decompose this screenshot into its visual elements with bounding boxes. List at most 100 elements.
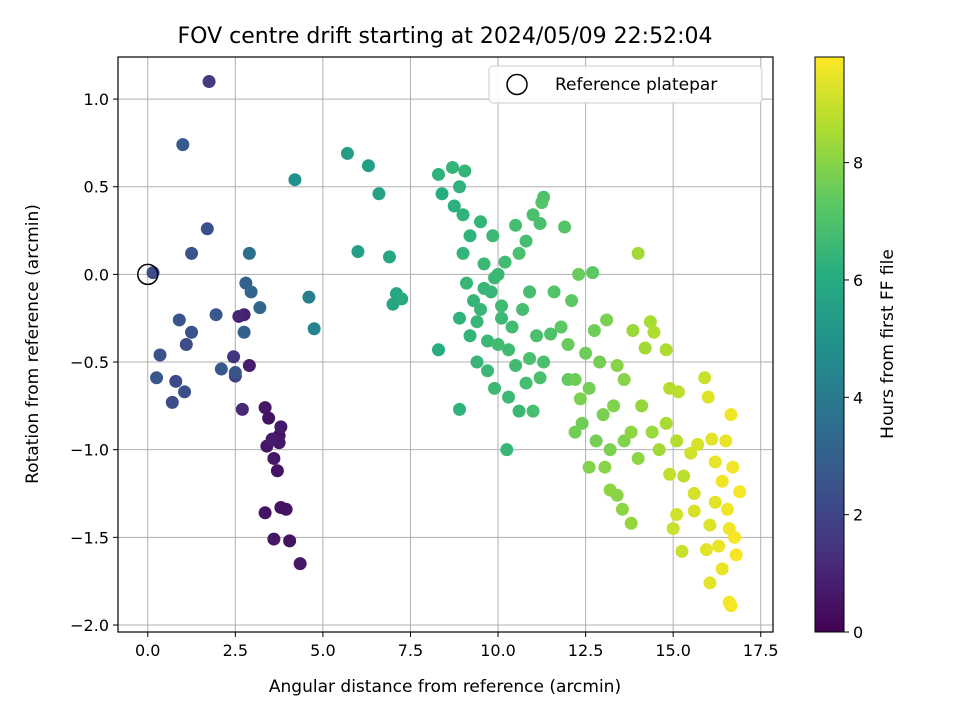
data-point — [431, 343, 445, 357]
data-point — [258, 506, 272, 520]
data-point — [169, 374, 183, 388]
data-point — [453, 311, 467, 325]
data-point — [463, 329, 477, 343]
data-point — [533, 217, 547, 231]
data-point — [715, 474, 729, 488]
data-point — [456, 208, 470, 222]
data-point — [582, 460, 596, 474]
x-tick-label: 5.0 — [310, 641, 335, 660]
data-point — [603, 483, 617, 497]
data-point — [631, 451, 645, 465]
data-point — [687, 504, 701, 518]
y-axis-ticks: −2.0 −1.5 −1.0 −0.5 0.0 0.5 1.0 — [70, 90, 118, 635]
data-point — [460, 276, 474, 290]
data-point — [684, 446, 698, 460]
data-point — [340, 146, 354, 160]
data-point — [474, 215, 488, 229]
data-point — [624, 425, 638, 439]
data-point — [150, 371, 164, 385]
data-point — [481, 364, 495, 378]
data-point — [214, 362, 228, 376]
data-point — [185, 246, 199, 260]
data-point — [600, 313, 614, 327]
data-point — [453, 402, 467, 416]
data-point — [727, 530, 741, 544]
data-point — [687, 487, 701, 501]
data-point — [512, 404, 526, 418]
data-point — [477, 257, 491, 271]
data-point — [663, 467, 677, 481]
data-point — [729, 548, 743, 562]
data-point — [565, 294, 579, 308]
colorbar-tick-label: 8 — [853, 154, 863, 173]
colorbar-tick-label: 6 — [853, 271, 863, 290]
data-point — [615, 502, 629, 516]
data-point — [509, 218, 523, 232]
data-point — [446, 160, 460, 174]
data-point — [456, 246, 470, 260]
colorbar-gradient — [814, 56, 845, 633]
data-point — [165, 395, 179, 409]
reference-platepar-marker — [137, 263, 159, 286]
data-point — [645, 425, 659, 439]
legend: Reference platepar — [488, 65, 763, 104]
data-points — [137, 75, 747, 613]
y-tick-label: −1.5 — [70, 528, 109, 547]
data-point — [719, 434, 733, 448]
data-point — [671, 385, 685, 399]
data-point — [467, 294, 481, 308]
data-point — [598, 460, 612, 474]
data-point — [726, 460, 740, 474]
data-point — [703, 518, 717, 532]
data-point — [486, 229, 500, 243]
data-point — [659, 416, 673, 430]
data-point — [495, 311, 509, 325]
data-point — [270, 464, 284, 478]
data-point — [547, 285, 561, 299]
data-point — [537, 355, 551, 369]
data-point — [235, 402, 249, 416]
data-point — [265, 432, 279, 446]
data-point — [699, 543, 713, 557]
data-point — [200, 222, 214, 236]
data-point — [258, 401, 272, 415]
data-point — [267, 451, 281, 465]
data-point — [624, 516, 638, 530]
data-point — [288, 173, 302, 187]
data-point — [185, 325, 199, 339]
data-point — [179, 338, 193, 351]
data-point — [666, 522, 680, 536]
data-point — [708, 455, 722, 469]
y-tick-label: 0.0 — [84, 265, 109, 284]
data-point — [586, 266, 600, 280]
legend-marker-open-circle — [506, 73, 528, 96]
data-point — [698, 371, 712, 385]
data-point — [589, 434, 603, 448]
data-point — [302, 290, 316, 304]
data-point — [670, 508, 684, 522]
data-point — [561, 338, 575, 351]
y-tick-label: 0.5 — [84, 178, 109, 197]
x-axis-ticks: 0.0 2.5 5.0 7.5 10.0 12.5 15.0 17.5 — [135, 632, 779, 660]
x-axis-label: Angular distance from reference (arcmin) — [269, 677, 621, 697]
data-point — [172, 313, 186, 327]
data-point — [535, 196, 549, 210]
data-point — [607, 399, 621, 413]
y-axis-label: Rotation from reference (arcmin) — [23, 204, 43, 484]
x-tick-label: 17.5 — [743, 641, 779, 660]
y-tick-label: 1.0 — [84, 90, 109, 109]
data-point — [488, 381, 502, 395]
data-point — [593, 355, 607, 369]
data-point — [505, 320, 519, 334]
data-point — [267, 532, 281, 546]
data-point — [523, 352, 537, 366]
data-point — [463, 229, 477, 243]
data-point — [573, 392, 587, 406]
data-point — [715, 562, 729, 576]
x-tick-label: 10.0 — [480, 641, 516, 660]
data-point — [568, 425, 582, 439]
data-point — [568, 373, 582, 387]
chart-title: FOV centre drift starting at 2024/05/09 … — [178, 24, 713, 49]
y-tick-label: −0.5 — [70, 353, 109, 372]
data-point — [635, 399, 649, 413]
